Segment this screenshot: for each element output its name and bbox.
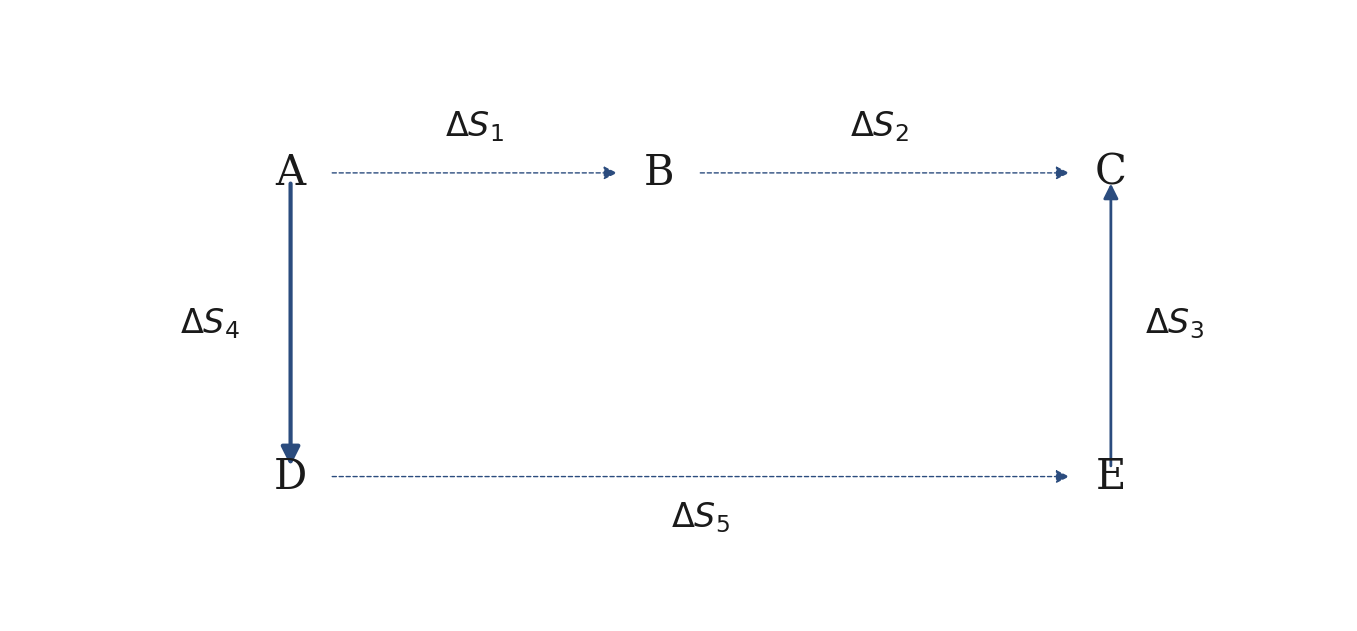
- Text: D: D: [274, 456, 307, 498]
- Text: $\Delta S_5$: $\Delta S_5$: [672, 500, 730, 535]
- Text: $\Delta S_2$: $\Delta S_2$: [851, 109, 909, 144]
- Text: A: A: [275, 152, 305, 194]
- Text: E: E: [1095, 456, 1126, 498]
- Text: B: B: [643, 152, 674, 194]
- Text: $\Delta S_4$: $\Delta S_4$: [179, 306, 239, 341]
- Text: C: C: [1095, 152, 1126, 194]
- Text: $\Delta S_3$: $\Delta S_3$: [1144, 306, 1204, 341]
- Text: $\Delta S_1$: $\Delta S_1$: [445, 109, 503, 144]
